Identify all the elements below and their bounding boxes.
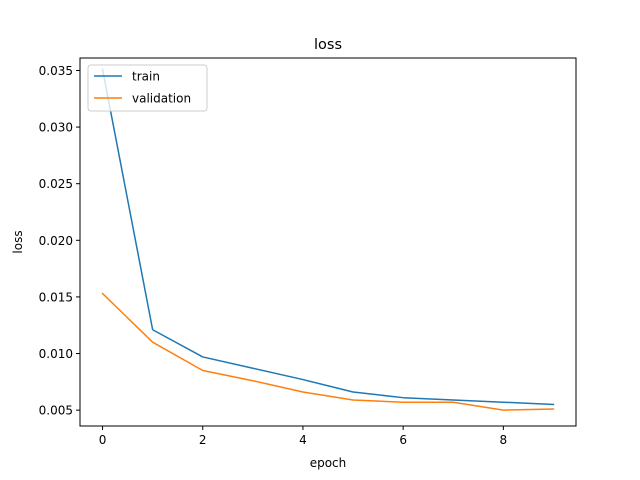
x-tick-label: 4 [299, 433, 307, 447]
x-axis-title: epoch [310, 456, 347, 470]
x-tick-label: 0 [99, 433, 107, 447]
x-tick-label: 2 [199, 433, 207, 447]
y-axis-title: loss [11, 230, 25, 253]
chart-title: loss [314, 37, 342, 53]
plot-area [101, 68, 555, 411]
axes-frame [79, 57, 577, 427]
legend: train validation [87, 64, 208, 112]
y-tick-label: 0.015 [39, 290, 73, 304]
y-tick-label: 0.005 [39, 404, 73, 418]
y-tick-label: 0.030 [39, 121, 73, 135]
y-tick-label: 0.025 [39, 177, 73, 191]
series-line-train [101, 68, 555, 406]
x-tick-label: 6 [399, 433, 407, 447]
y-tick-label: 0.020 [39, 234, 73, 248]
legend-label-validation: validation [132, 92, 191, 106]
series-line-validation [101, 292, 555, 411]
y-tick-label: 0.010 [39, 347, 73, 361]
y-tick-label: 0.035 [39, 64, 73, 78]
x-tick-label: 8 [500, 433, 508, 447]
axis-ticks: 0 2 4 6 8 0.005 0.010 0.015 0.020 0.025 0.030 0.035 [39, 64, 508, 447]
legend-label-train: train [132, 70, 160, 84]
